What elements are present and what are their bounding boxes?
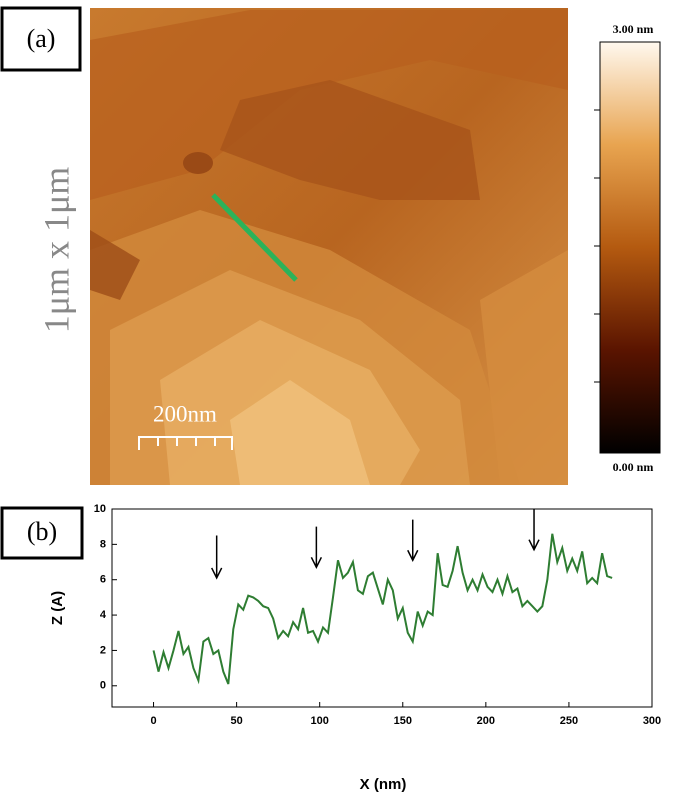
y-tick-label: 6 <box>100 574 106 586</box>
plot-frame <box>111 508 653 708</box>
side-label: 1μm x 1μm <box>36 167 76 334</box>
arrow <box>528 509 540 552</box>
y-axis-label: Z (A) <box>49 591 66 625</box>
panel-label: (a) <box>27 24 56 53</box>
colorbar <box>599 41 661 454</box>
panel-label-box <box>0 506 84 560</box>
arrow <box>211 535 223 580</box>
arrow <box>407 519 419 562</box>
afm-image <box>90 8 568 485</box>
x-axis-label: X (nm) <box>360 776 407 793</box>
scale-bar-label: 200nm <box>153 401 217 426</box>
x-tick-label: 0 <box>150 715 156 727</box>
x-tick-label: 150 <box>394 715 412 727</box>
panel-label: (b) <box>27 517 57 546</box>
panel-label-box <box>0 6 82 72</box>
colorbar-ticks <box>594 109 600 383</box>
y-tick-label: 8 <box>100 538 106 550</box>
y-tick-label: 4 <box>100 609 107 621</box>
arrow <box>310 526 323 570</box>
colorbar-max: 3.00 nm <box>613 22 654 36</box>
y-tick-label: 10 <box>94 503 106 515</box>
x-tick-label: 250 <box>560 715 578 727</box>
colorbar-min: 0.00 nm <box>613 460 654 474</box>
y-tick-label: 2 <box>100 644 106 656</box>
data-line <box>152 533 613 685</box>
x-tick-label: 300 <box>643 715 661 727</box>
y-tick-label: 0 <box>100 680 106 692</box>
x-tick-label: 50 <box>230 715 242 727</box>
x-tick-label: 100 <box>311 715 329 727</box>
x-tick-label: 200 <box>477 715 495 727</box>
